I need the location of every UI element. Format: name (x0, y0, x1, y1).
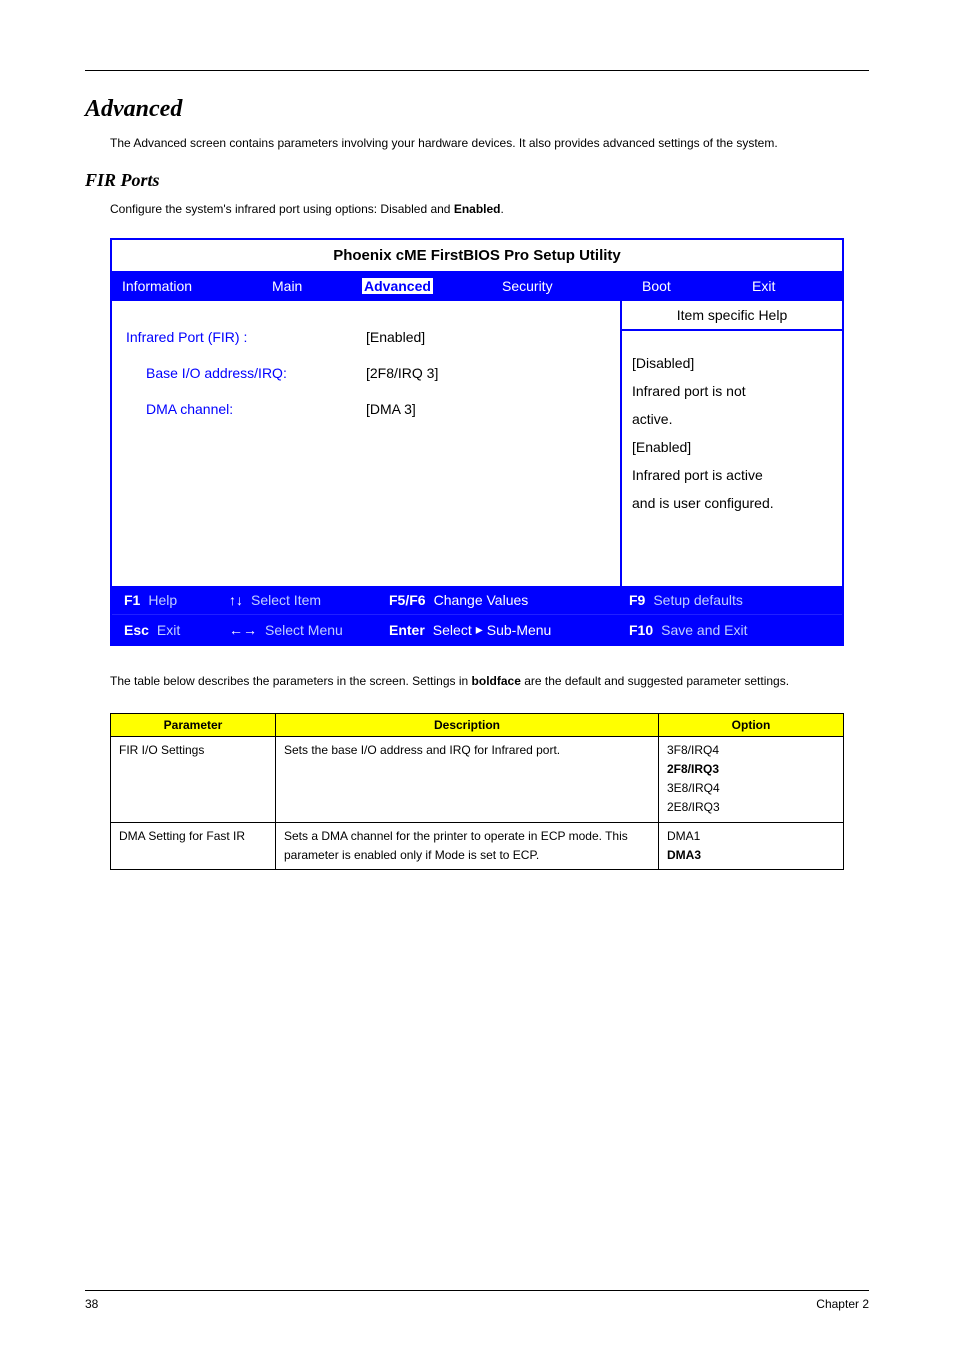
page-footer: 38 Chapter 2 (85, 1290, 869, 1311)
parameters-table: Parameter Description Option FIR I/O Set… (110, 713, 844, 870)
bios-body: Infrared Port (FIR) : [Enabled] Base I/O… (112, 301, 842, 586)
table-row: DMA Setting for Fast IR Sets a DMA chann… (111, 822, 844, 869)
opt-2e8: 2E8/IRQ3 (667, 798, 835, 817)
key-f5f6: F5/F6 (389, 592, 426, 608)
footer-row-1: F1 Help ↑↓ Select Item F5/F6 Change Valu… (112, 586, 842, 615)
hint-save-exit: F10 Save and Exit (629, 622, 748, 638)
bios-footer: F1 Help ↑↓ Select Item F5/F6 Change Valu… (112, 586, 842, 644)
key-f10: F10 (629, 622, 653, 638)
fir-label: Infrared Port (FIR) : (126, 323, 366, 351)
help-line-6: and is user configured. (632, 489, 832, 517)
baseio-label: Base I/O address/IRQ: (146, 359, 366, 387)
page-number: 38 (85, 1297, 98, 1311)
key-esc: Esc (124, 622, 149, 638)
dma-value: [DMA 3] (366, 395, 416, 423)
opt-3e8: 3E8/IRQ4 (667, 779, 835, 798)
setting-row-dma[interactable]: DMA channel: [DMA 3] (126, 391, 606, 427)
section-title-advanced: Advanced (85, 96, 869, 123)
tab-advanced[interactable]: Advanced (352, 274, 492, 298)
bios-tabs: Information Main Advanced Security Boot … (112, 271, 842, 301)
hint-setup-defaults: F9 Setup defaults (629, 592, 743, 608)
bios-help-pane: Item specific Help [Disabled] Infrared p… (622, 301, 842, 586)
label-change-values: Change Values (434, 592, 529, 608)
opt-dma1: DMA1 (667, 827, 835, 846)
header-option: Option (659, 713, 844, 736)
fir-value: [Enabled] (366, 323, 425, 351)
fir-text-suffix: . (501, 202, 504, 216)
cell-desc-dma: Sets a DMA channel for the printer to op… (276, 822, 659, 869)
help-header: Item specific Help (622, 301, 842, 331)
label-setup-defaults: Setup defaults (653, 592, 743, 608)
bios-title: Phoenix cME FirstBIOS Pro Setup Utility (112, 240, 842, 271)
label-select: Select (433, 622, 472, 638)
header-parameter: Parameter (111, 713, 276, 736)
top-rule (85, 70, 869, 71)
fir-description: Configure the system's infrared port usi… (110, 199, 869, 221)
header-description: Description (276, 713, 659, 736)
hint-submenu: Enter Select ▸ Sub-Menu (389, 621, 629, 638)
key-enter: Enter (389, 622, 425, 638)
key-updown: ↑↓ (229, 592, 243, 608)
label-exit: Exit (157, 622, 180, 638)
bios-utility-panel: Phoenix cME FirstBIOS Pro Setup Utility … (110, 238, 844, 646)
tab-exit[interactable]: Exit (742, 274, 785, 298)
cell-opt-dma: DMA1 DMA3 (659, 822, 844, 869)
setting-row-fir[interactable]: Infrared Port (FIR) : [Enabled] (126, 319, 606, 355)
label-select-menu: Select Menu (265, 622, 343, 638)
hint-select-menu: ←→ Select Menu (229, 622, 389, 638)
table-intro-bold: boldface (472, 674, 521, 688)
hint-exit: Esc Exit (124, 622, 229, 638)
subsection-title-fir: FIR Ports (85, 170, 869, 191)
setting-row-baseio[interactable]: Base I/O address/IRQ: [2F8/IRQ 3] (126, 355, 606, 391)
advanced-intro: The Advanced screen contains parameters … (110, 133, 869, 155)
chapter-label: Chapter 2 (816, 1297, 869, 1311)
opt-dma3: DMA3 (667, 846, 835, 865)
dma-label: DMA channel: (146, 395, 366, 423)
baseio-value: [2F8/IRQ 3] (366, 359, 438, 387)
label-help: Help (148, 592, 177, 608)
help-line-3: active. (632, 405, 832, 433)
key-f1: F1 (124, 592, 140, 608)
tab-advanced-label: Advanced (362, 278, 433, 294)
table-intro-suffix: are the default and suggested parameter … (521, 674, 789, 688)
help-line-4: [Enabled] (632, 433, 832, 461)
cell-param-fir: FIR I/O Settings (111, 736, 276, 822)
help-body: [Disabled] Infrared port is not active. … (622, 331, 842, 535)
label-sub-menu: Sub-Menu (487, 622, 552, 638)
tab-boot[interactable]: Boot (632, 274, 742, 298)
opt-2f8: 2F8/IRQ3 (667, 760, 835, 779)
fir-text-bold: Enabled (454, 202, 501, 216)
key-f9: F9 (629, 592, 645, 608)
opt-3f8: 3F8/IRQ4 (667, 741, 835, 760)
hint-select-item: ↑↓ Select Item (229, 592, 389, 608)
help-line-2: Infrared port is not (632, 377, 832, 405)
table-row: FIR I/O Settings Sets the base I/O addre… (111, 736, 844, 822)
bios-settings-pane: Infrared Port (FIR) : [Enabled] Base I/O… (112, 301, 622, 586)
triangle-icon: ▸ (476, 621, 483, 638)
hint-help: F1 Help (124, 592, 229, 608)
tab-main[interactable]: Main (262, 274, 352, 298)
cell-desc-fir: Sets the base I/O address and IRQ for In… (276, 736, 659, 822)
table-header-row: Parameter Description Option (111, 713, 844, 736)
help-line-1: [Disabled] (632, 349, 832, 377)
hint-change-values: F5/F6 Change Values (389, 592, 629, 608)
table-intro: The table below describes the parameters… (110, 671, 869, 693)
help-line-5: Infrared port is active (632, 461, 832, 489)
cell-param-dma: DMA Setting for Fast IR (111, 822, 276, 869)
key-leftright: ←→ (229, 622, 257, 638)
table-intro-prefix: The table below describes the parameters… (110, 674, 472, 688)
label-save-exit: Save and Exit (661, 622, 747, 638)
cell-opt-fir: 3F8/IRQ4 2F8/IRQ3 3E8/IRQ4 2E8/IRQ3 (659, 736, 844, 822)
footer-row-2: Esc Exit ←→ Select Menu Enter Select ▸ S… (112, 615, 842, 644)
tab-security[interactable]: Security (492, 274, 632, 298)
fir-text-prefix: Configure the system's infrared port usi… (110, 202, 454, 216)
tab-information[interactable]: Information (112, 274, 262, 298)
label-select-item: Select Item (251, 592, 321, 608)
